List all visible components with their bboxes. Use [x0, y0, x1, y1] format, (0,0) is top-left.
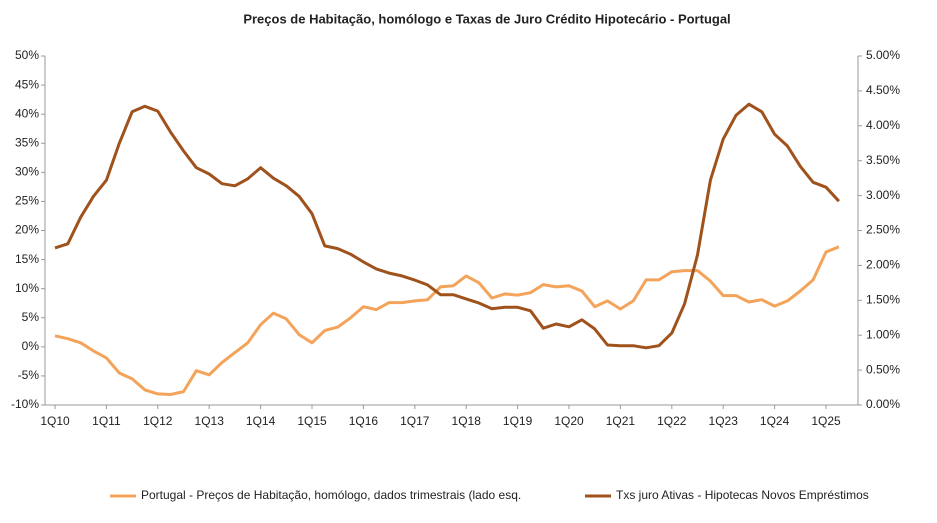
- x-tick-label: 1Q25: [811, 414, 841, 428]
- x-tick-label: 1Q21: [606, 414, 636, 428]
- legend-label: Portugal - Preços de Habitação, homólogo…: [141, 488, 521, 502]
- y-tick-label: 15%: [15, 252, 39, 266]
- y-tick-label: 20%: [15, 223, 39, 237]
- x-tick-label: 1Q16: [349, 414, 379, 428]
- y2-tick-label: 2.00%: [866, 258, 900, 272]
- x-tick-label: 1Q13: [195, 414, 225, 428]
- y-tick-label: 0%: [22, 339, 40, 353]
- y2-tick-label: 2.50%: [866, 223, 900, 237]
- x-tick-label: 1Q12: [143, 414, 173, 428]
- x-tick-label: 1Q15: [297, 414, 327, 428]
- y2-tick-label: 3.50%: [866, 153, 900, 167]
- y-tick-label: 35%: [15, 135, 39, 149]
- y-tick-label: 5%: [22, 310, 40, 324]
- y-tick-label: 40%: [15, 106, 39, 120]
- x-tick-label: 1Q20: [554, 414, 584, 428]
- y-tick-label: 30%: [15, 165, 39, 179]
- x-tick-label: 1Q11: [92, 414, 121, 428]
- y2-tick-label: 4.00%: [866, 118, 900, 132]
- x-tick-label: 1Q24: [760, 414, 790, 428]
- x-tick-label: 1Q14: [246, 414, 276, 428]
- y-tick-label: 45%: [15, 77, 39, 91]
- y-tick-label: -5%: [18, 368, 40, 382]
- y2-tick-label: 5.00%: [866, 48, 900, 62]
- y-tick-label: -10%: [11, 397, 39, 411]
- x-tick-label: 1Q22: [657, 414, 687, 428]
- y-tick-label: 10%: [15, 281, 39, 295]
- y2-tick-label: 1.00%: [866, 327, 900, 341]
- x-tick-label: 1Q23: [709, 414, 739, 428]
- y2-tick-label: 3.00%: [866, 188, 900, 202]
- series-line: [54, 245, 840, 396]
- chart-title: Preços de Habitação, homólogo e Taxas de…: [243, 11, 730, 26]
- x-tick-label: 1Q18: [452, 414, 482, 428]
- y-tick-label: 25%: [15, 194, 39, 208]
- y2-tick-label: 0.00%: [866, 397, 900, 411]
- y2-tick-label: 1.50%: [866, 292, 900, 306]
- y-tick-label: 50%: [15, 48, 39, 62]
- y2-tick-label: 0.50%: [866, 362, 900, 376]
- x-tick-label: 1Q17: [400, 414, 430, 428]
- series-line: [54, 102, 841, 350]
- x-tick-label: 1Q19: [503, 414, 533, 428]
- y2-tick-label: 4.50%: [866, 83, 900, 97]
- x-tick-label: 1Q10: [40, 414, 70, 428]
- legend-label: Txs juro Ativas - Hipotecas Novos Emprés…: [616, 488, 869, 502]
